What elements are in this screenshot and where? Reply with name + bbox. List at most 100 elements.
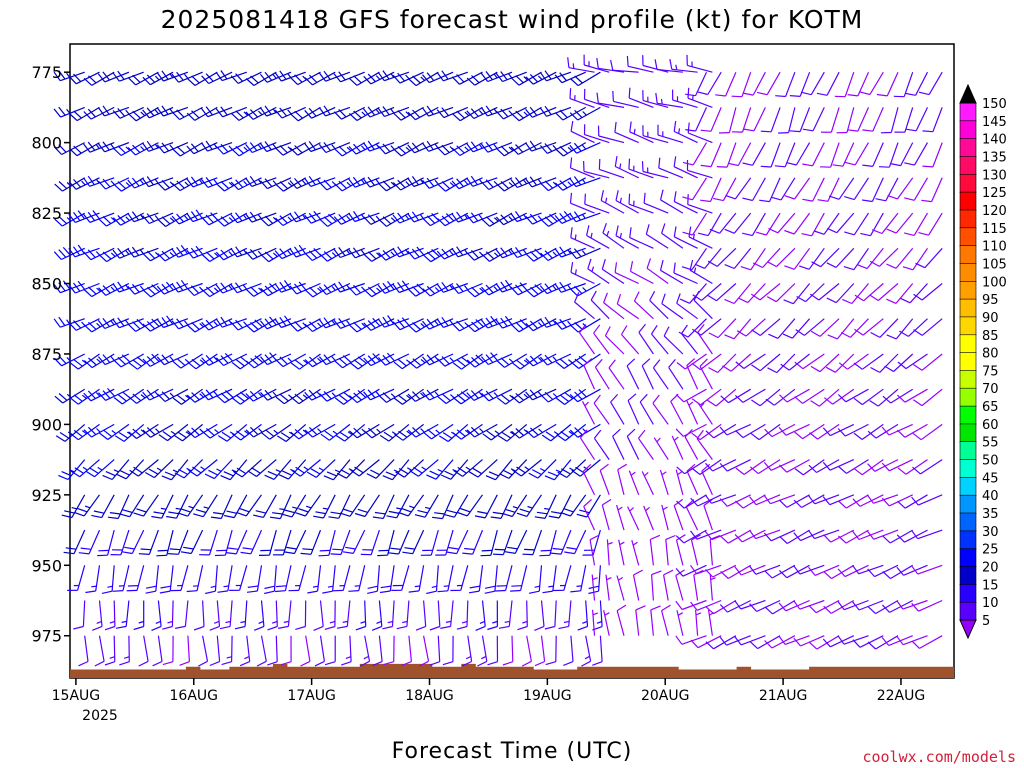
wind-barb — [816, 71, 840, 96]
wind-barb — [481, 177, 513, 191]
barb-shaft — [548, 177, 572, 192]
barb-shaft — [220, 494, 233, 519]
barb-shaft — [296, 282, 321, 295]
barb-half-tick — [493, 392, 499, 397]
wind-barb — [759, 177, 781, 203]
barb-half-tick — [154, 143, 159, 149]
wind-barb — [794, 423, 825, 440]
wind-barb — [628, 87, 654, 108]
barb-full-tick — [569, 177, 577, 187]
barb-shaft — [120, 529, 130, 555]
barb-full-tick — [187, 361, 197, 370]
barb-shaft — [890, 388, 914, 404]
colorbar-swatch — [959, 459, 977, 479]
barb-full-tick — [705, 430, 715, 439]
barb-full-tick — [397, 358, 407, 367]
wind-barb — [267, 600, 278, 631]
wind-barb — [215, 282, 248, 294]
barb-full-tick — [456, 211, 464, 221]
barb-shaft — [743, 459, 766, 475]
barb-shaft — [716, 247, 737, 267]
wind-barb — [601, 259, 625, 285]
wind-barb — [142, 176, 174, 188]
barb-shaft — [853, 212, 870, 236]
barb-full-tick — [313, 625, 324, 631]
barb-full-tick — [429, 625, 440, 631]
barb-full-tick — [661, 223, 666, 234]
barb-full-tick — [765, 398, 775, 406]
barb-full-tick — [515, 247, 523, 257]
barb-shaft — [563, 353, 587, 369]
barb-full-tick — [596, 57, 599, 69]
barb-full-tick — [385, 471, 396, 477]
barb-full-tick — [822, 427, 831, 437]
barb-full-tick — [73, 110, 82, 119]
barb-full-tick — [749, 466, 759, 475]
barb-full-tick — [719, 604, 728, 613]
barb-full-tick — [525, 357, 534, 367]
wind-barb — [896, 423, 928, 438]
wind-barb — [560, 494, 587, 517]
wind-barb — [554, 71, 586, 84]
barb-full-tick — [279, 393, 289, 402]
barb-full-tick — [697, 91, 708, 96]
wind-barb — [709, 535, 721, 566]
wind-barb — [290, 353, 321, 370]
terrain-surface — [70, 663, 954, 678]
wind-barb — [628, 193, 654, 214]
wind-barb — [686, 54, 713, 73]
barb-full-tick — [298, 244, 306, 254]
barb-full-tick — [112, 72, 120, 82]
barb-half-tick — [390, 251, 396, 257]
barb-half-tick — [409, 505, 415, 509]
wind-barb — [763, 459, 796, 471]
barb-full-tick — [515, 321, 524, 330]
barb-full-tick — [515, 211, 523, 221]
barb-shaft — [505, 388, 528, 405]
barb-full-tick — [686, 358, 696, 366]
barb-shaft — [579, 437, 596, 460]
barb-half-tick — [140, 429, 146, 434]
barb-shaft — [693, 299, 713, 320]
barb-full-tick — [485, 317, 493, 327]
barb-full-tick — [407, 78, 417, 87]
barb-half-tick — [347, 431, 353, 436]
barb-full-tick — [53, 146, 63, 155]
barb-shaft — [719, 212, 737, 234]
barb-shaft — [495, 459, 513, 481]
barb-half-tick — [287, 250, 292, 255]
wind-barb — [800, 71, 825, 96]
wind-barb — [215, 70, 247, 82]
barb-shaft — [641, 365, 654, 390]
barb-full-tick — [466, 359, 476, 368]
barb-full-tick — [633, 291, 640, 302]
barb-half-tick — [405, 111, 411, 116]
barb-full-tick — [735, 361, 745, 369]
barb-full-tick — [539, 285, 548, 294]
barb-full-tick — [784, 265, 795, 270]
wind-barb — [391, 565, 410, 591]
wind-barb — [899, 318, 928, 337]
barb-full-tick — [275, 183, 284, 192]
barb-shaft — [570, 271, 595, 285]
barb-full-tick — [859, 91, 871, 96]
barb-full-tick — [510, 146, 519, 155]
barb-full-tick — [227, 547, 239, 550]
barb-full-tick — [397, 212, 405, 222]
wind-barb — [336, 600, 351, 629]
barb-full-tick — [304, 429, 313, 438]
barb-half-tick — [272, 74, 277, 79]
barb-full-tick — [133, 625, 144, 631]
barb-half-tick — [492, 620, 498, 624]
barb-shaft — [240, 388, 262, 405]
barb-half-tick — [82, 466, 88, 471]
barb-shaft — [583, 506, 596, 531]
barb-full-tick — [68, 148, 78, 157]
barb-full-tick — [348, 249, 356, 259]
barb-full-tick — [867, 430, 877, 439]
barb-half-tick — [376, 620, 382, 624]
barb-shaft — [281, 318, 306, 329]
barb-full-tick — [250, 321, 259, 330]
barb-shaft — [398, 282, 424, 294]
wind-barb — [291, 459, 321, 477]
